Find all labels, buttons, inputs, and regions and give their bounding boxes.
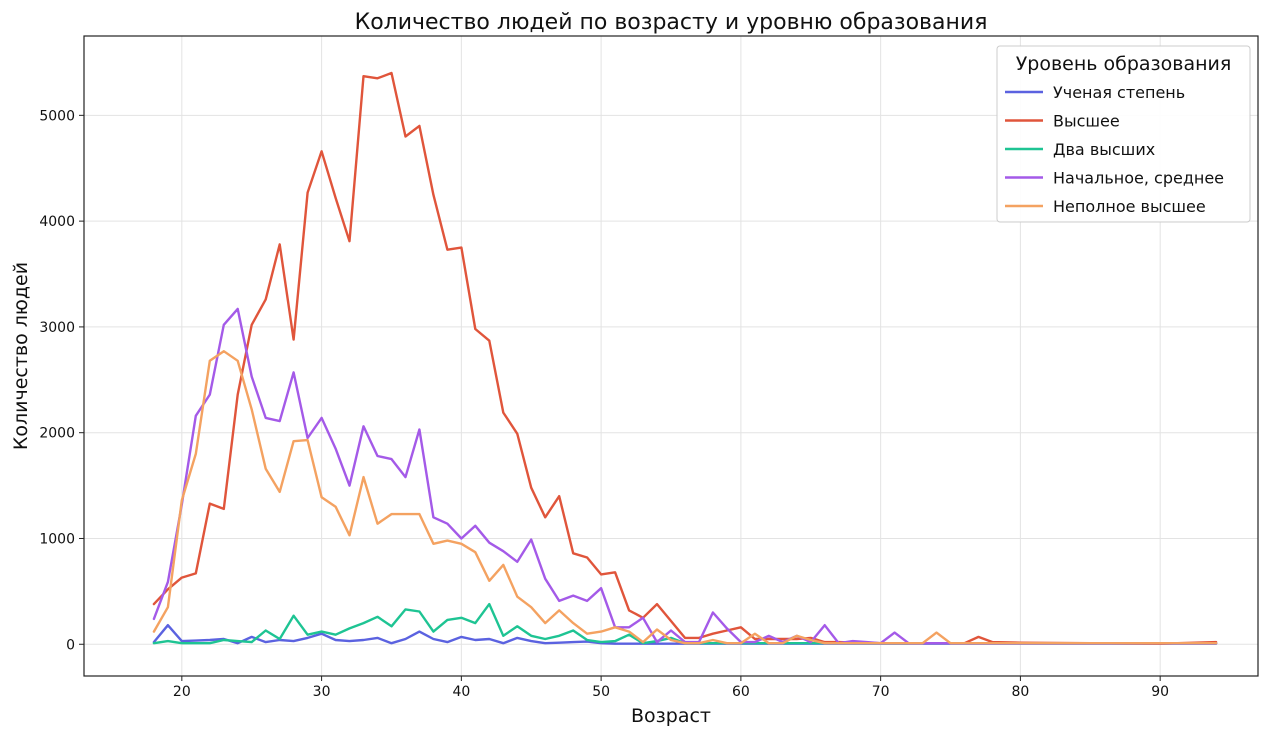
x-tick-label: 70 [872,684,890,700]
legend-label: Неполное высшее [1053,197,1206,216]
y-tick-label: 1000 [39,531,75,547]
x-tick-label: 90 [1151,684,1169,700]
x-tick-label: 40 [452,684,470,700]
x-tick-label: 30 [313,684,331,700]
x-tick-label: 20 [173,684,191,700]
series-line-4 [152,307,1218,645]
legend-label: Начальное, среднее [1053,169,1224,188]
x-axis-label: Возраст [631,705,711,727]
legend-box [996,45,1251,223]
y-tick-label: 2000 [39,426,75,442]
y-axis-label: Количество людей [10,262,32,450]
y-tick-label: 0 [66,637,75,653]
axis-ticks: 20 30 40 50 60 70 80 90 0 1000 2000 3000 4000 5000 [39,108,1169,700]
legend-title: Уровень образования [1016,53,1232,75]
x-tick-label: 80 [1011,684,1029,700]
legend-label: Два высших [1053,140,1155,159]
legend-label: Ученая степень [1053,83,1185,102]
series-line-5 [152,350,1218,645]
y-tick-label: 3000 [39,320,75,336]
legend-label: Высшее [1053,112,1120,131]
x-tick-label: 50 [592,684,610,700]
y-tick-label: 5000 [39,108,75,124]
y-tick-label: 4000 [39,214,75,230]
chart-title: Количество людей по возрасту и уровню об… [355,10,988,35]
x-tick-label: 60 [732,684,750,700]
series-lines [152,71,1218,645]
legend: Уровень образования Ученая степень Высшее… [996,45,1251,223]
plot-frame [83,35,1259,677]
